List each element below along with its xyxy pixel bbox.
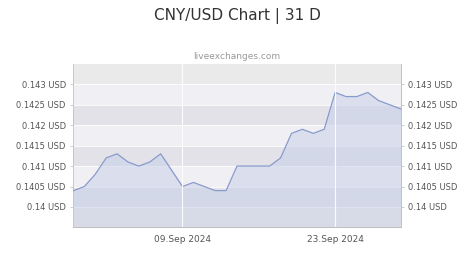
Bar bbox=[73, 166, 401, 186]
Bar bbox=[73, 84, 401, 105]
Bar bbox=[73, 125, 401, 146]
Bar bbox=[73, 146, 401, 166]
Text: liveexchanges.com: liveexchanges.com bbox=[193, 52, 281, 61]
Text: CNY/USD Chart | 31 D: CNY/USD Chart | 31 D bbox=[154, 8, 320, 24]
Bar bbox=[73, 105, 401, 125]
Bar bbox=[73, 186, 401, 207]
